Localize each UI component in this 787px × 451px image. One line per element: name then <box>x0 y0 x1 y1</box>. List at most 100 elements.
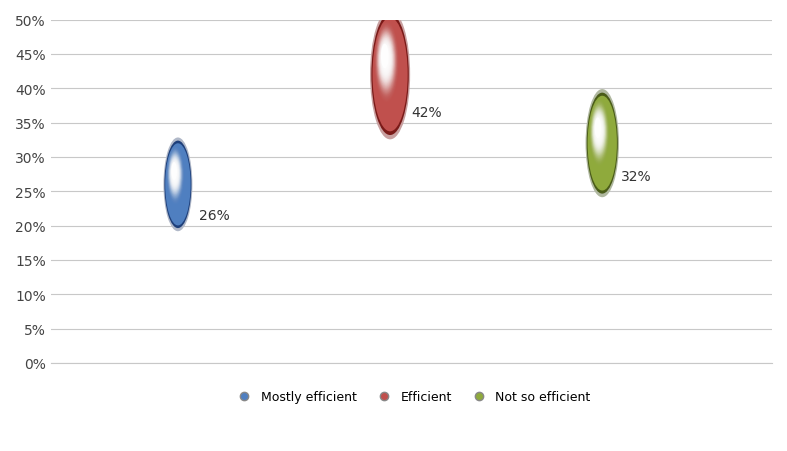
Circle shape <box>593 115 604 148</box>
Circle shape <box>379 40 393 81</box>
Circle shape <box>597 127 600 133</box>
Circle shape <box>172 164 178 183</box>
Circle shape <box>173 169 176 177</box>
Circle shape <box>171 161 179 187</box>
Circle shape <box>382 49 389 69</box>
Circle shape <box>596 121 601 140</box>
Text: 32%: 32% <box>622 170 652 184</box>
Circle shape <box>380 41 392 79</box>
Circle shape <box>597 126 600 134</box>
Circle shape <box>169 155 181 194</box>
Circle shape <box>598 128 599 132</box>
Circle shape <box>172 166 177 180</box>
Circle shape <box>591 107 607 157</box>
Circle shape <box>168 153 182 197</box>
Circle shape <box>591 106 607 158</box>
Circle shape <box>594 116 604 146</box>
Circle shape <box>169 155 181 195</box>
Circle shape <box>371 15 408 136</box>
Circle shape <box>593 114 604 149</box>
Circle shape <box>593 112 605 152</box>
Circle shape <box>377 31 396 92</box>
Circle shape <box>381 44 390 75</box>
Circle shape <box>372 18 408 132</box>
Circle shape <box>586 93 618 194</box>
Circle shape <box>379 36 394 86</box>
Circle shape <box>598 128 599 131</box>
Circle shape <box>379 37 394 85</box>
Circle shape <box>171 160 179 188</box>
Circle shape <box>596 123 601 138</box>
Circle shape <box>174 170 176 175</box>
Circle shape <box>172 164 178 184</box>
Circle shape <box>597 127 599 132</box>
Circle shape <box>586 90 619 198</box>
Circle shape <box>164 141 191 229</box>
Circle shape <box>594 117 603 144</box>
Circle shape <box>594 117 603 145</box>
Circle shape <box>169 156 181 193</box>
Circle shape <box>377 32 395 91</box>
Circle shape <box>597 123 600 137</box>
Circle shape <box>370 10 410 140</box>
Circle shape <box>592 110 606 154</box>
Circle shape <box>597 124 600 137</box>
Circle shape <box>383 52 388 66</box>
Circle shape <box>171 161 179 186</box>
Circle shape <box>381 45 389 69</box>
Circle shape <box>172 166 177 180</box>
Circle shape <box>168 152 183 198</box>
Circle shape <box>376 30 396 93</box>
Circle shape <box>597 125 600 135</box>
Circle shape <box>173 168 176 178</box>
Circle shape <box>384 53 387 64</box>
Circle shape <box>171 161 179 187</box>
Circle shape <box>174 170 176 176</box>
Circle shape <box>593 114 604 149</box>
Circle shape <box>172 162 179 185</box>
Circle shape <box>592 109 606 155</box>
Circle shape <box>595 119 602 142</box>
Circle shape <box>593 110 605 153</box>
Circle shape <box>170 157 180 192</box>
Circle shape <box>384 54 387 63</box>
Circle shape <box>379 39 393 82</box>
Circle shape <box>168 154 182 196</box>
Circle shape <box>377 32 395 90</box>
Circle shape <box>595 120 602 142</box>
Circle shape <box>172 163 178 184</box>
Circle shape <box>594 115 604 147</box>
Circle shape <box>382 48 389 70</box>
Circle shape <box>172 162 179 185</box>
Circle shape <box>379 38 393 83</box>
Circle shape <box>385 57 386 60</box>
Circle shape <box>383 51 388 67</box>
Circle shape <box>382 46 390 74</box>
Circle shape <box>173 167 176 179</box>
Circle shape <box>592 110 606 154</box>
Circle shape <box>385 55 386 61</box>
Circle shape <box>593 111 605 152</box>
Circle shape <box>377 31 396 92</box>
Circle shape <box>168 153 182 197</box>
Circle shape <box>379 36 394 85</box>
Circle shape <box>172 165 178 182</box>
Circle shape <box>593 112 605 151</box>
Circle shape <box>173 169 176 177</box>
Circle shape <box>170 159 179 190</box>
Circle shape <box>383 52 387 65</box>
Circle shape <box>591 106 608 159</box>
Circle shape <box>170 158 180 191</box>
Circle shape <box>381 45 390 74</box>
Legend: Mostly efficient, Efficient, Not so efficient: Mostly efficient, Efficient, Not so effi… <box>227 385 596 408</box>
Circle shape <box>384 54 387 64</box>
Circle shape <box>594 116 604 147</box>
Circle shape <box>384 55 386 62</box>
Circle shape <box>592 108 606 156</box>
Circle shape <box>381 43 391 77</box>
Circle shape <box>383 51 388 68</box>
Circle shape <box>597 125 600 134</box>
Circle shape <box>172 165 177 182</box>
Circle shape <box>596 120 602 141</box>
Circle shape <box>382 46 390 73</box>
